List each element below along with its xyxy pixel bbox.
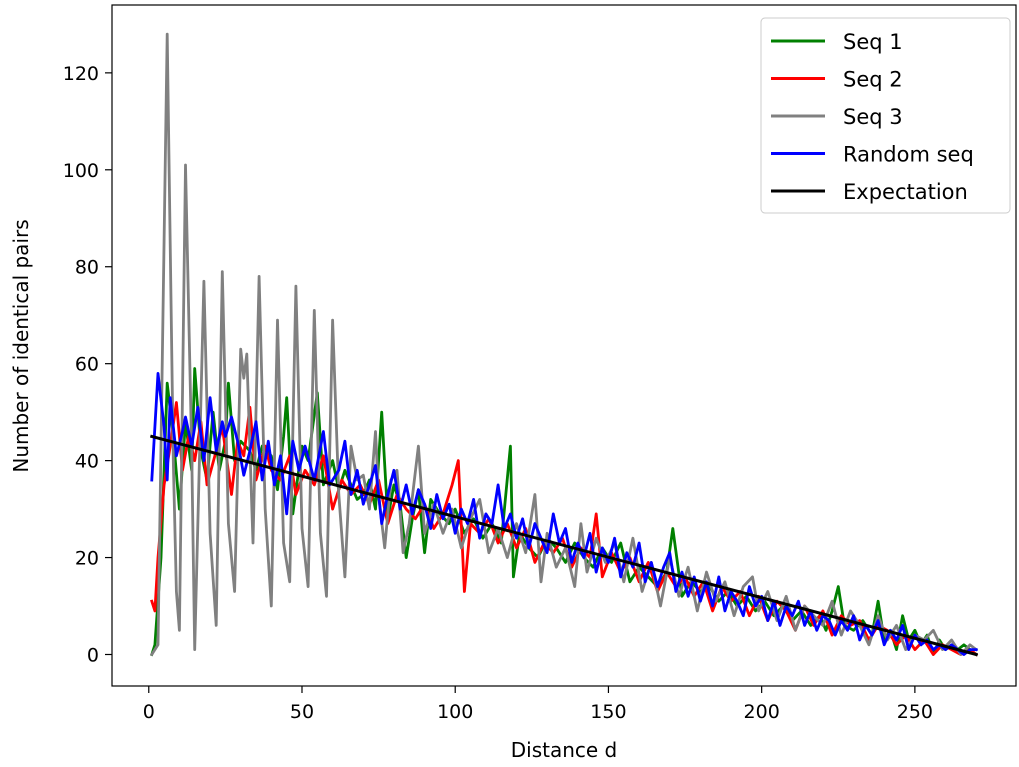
y-tick-label: 80: [75, 257, 99, 279]
series-line-expectation: [149, 434, 979, 657]
plot-lines: [149, 32, 979, 657]
x-axis-label: Distance d: [511, 738, 618, 762]
x-tick-label: 250: [897, 701, 933, 723]
y-tick-label: 0: [87, 644, 99, 666]
y-axis-ticks: 0 20 40 60 80 100 120: [63, 63, 112, 666]
y-tick-label: 20: [75, 548, 99, 570]
legend-box: [760, 17, 1011, 214]
x-tick-label: 0: [143, 701, 155, 723]
legend-label-seq-2: Seq 2: [843, 68, 903, 92]
series-line-seq-1: [150, 367, 979, 657]
legend-label-seq-3: Seq 3: [843, 105, 903, 129]
x-tick-label: 100: [437, 701, 473, 723]
x-tick-label: 150: [590, 701, 626, 723]
x-tick-label: 50: [290, 701, 314, 723]
y-tick-label: 40: [75, 451, 99, 473]
legend: Seq 1 Seq 2 Seq 3 Random seq Expectation: [760, 17, 1011, 214]
legend-label-expectation: Expectation: [843, 180, 968, 204]
x-axis-ticks: 0 50 100 150 200 250: [143, 686, 933, 723]
y-tick-label: 100: [63, 160, 99, 182]
legend-label-random-seq: Random seq: [843, 143, 974, 167]
x-tick-label: 200: [744, 701, 780, 723]
series-line-seq-2: [150, 401, 979, 657]
plot-frame: [111, 4, 1017, 687]
y-tick-label: 120: [63, 63, 99, 85]
legend-label-seq-1: Seq 1: [843, 30, 903, 54]
y-tick-label: 60: [75, 354, 99, 376]
y-axis-label: Number of identical pairs: [9, 219, 33, 472]
